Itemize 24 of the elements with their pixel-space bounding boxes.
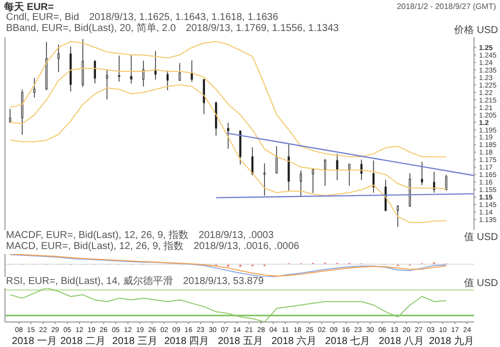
chart-title: 每天 EUR= [4,0,54,13]
text: 2018/9/13, .0003 [198,230,274,241]
text: MACDF, EUR=, Bid(Last), 12, 26, 9, 指数 [6,230,189,241]
text: 2018/9/13, 1.1625, 1.1643, 1.1618, 1.1636 [89,12,278,23]
chart-subtitle: 2018/1/2 - 2018/9/27 (GMT) [396,2,496,11]
text: 2018/9/13, .0016, .0006 [194,241,300,252]
x2-tick-label: 2018 四月 [164,336,210,347]
text: Cndl, EUR=, Bid [6,12,80,23]
x2-tick-label: 2018 八月 [378,336,424,347]
text: BBand, EUR=, Bid(Last), 20, 简单, 2.0 [6,23,176,34]
text: MACD, EUR=, Bid(Last), 12, 26, 9, 指数 [6,241,184,252]
y-axis-title: 值 USD [464,277,498,290]
x2-tick-label: 2018 五月 [218,336,263,347]
x2-tick-label: 2018 七月 [325,335,370,347]
x2-tick-label: 2018 九月 [428,335,474,347]
x2-tick-label: 2018 三月 [112,336,158,347]
text: 2018/9/13, 1.1769, 1.1556, 1.1343 [186,23,339,34]
annotation: RSI, EUR=, Bid(Last), 14, 威尔德平滑 [6,276,173,287]
annotation: 2018/9/13, 53.879 [183,276,264,287]
x2-tick-label: 2018 一月 [12,336,57,347]
y-axis-title: 值 USD [464,231,498,244]
y-axis-title: 价格 USD [454,24,498,37]
x2-tick-label: 2018 二月 [60,336,106,347]
x2-tick-label: 2018 六月 [272,335,317,347]
